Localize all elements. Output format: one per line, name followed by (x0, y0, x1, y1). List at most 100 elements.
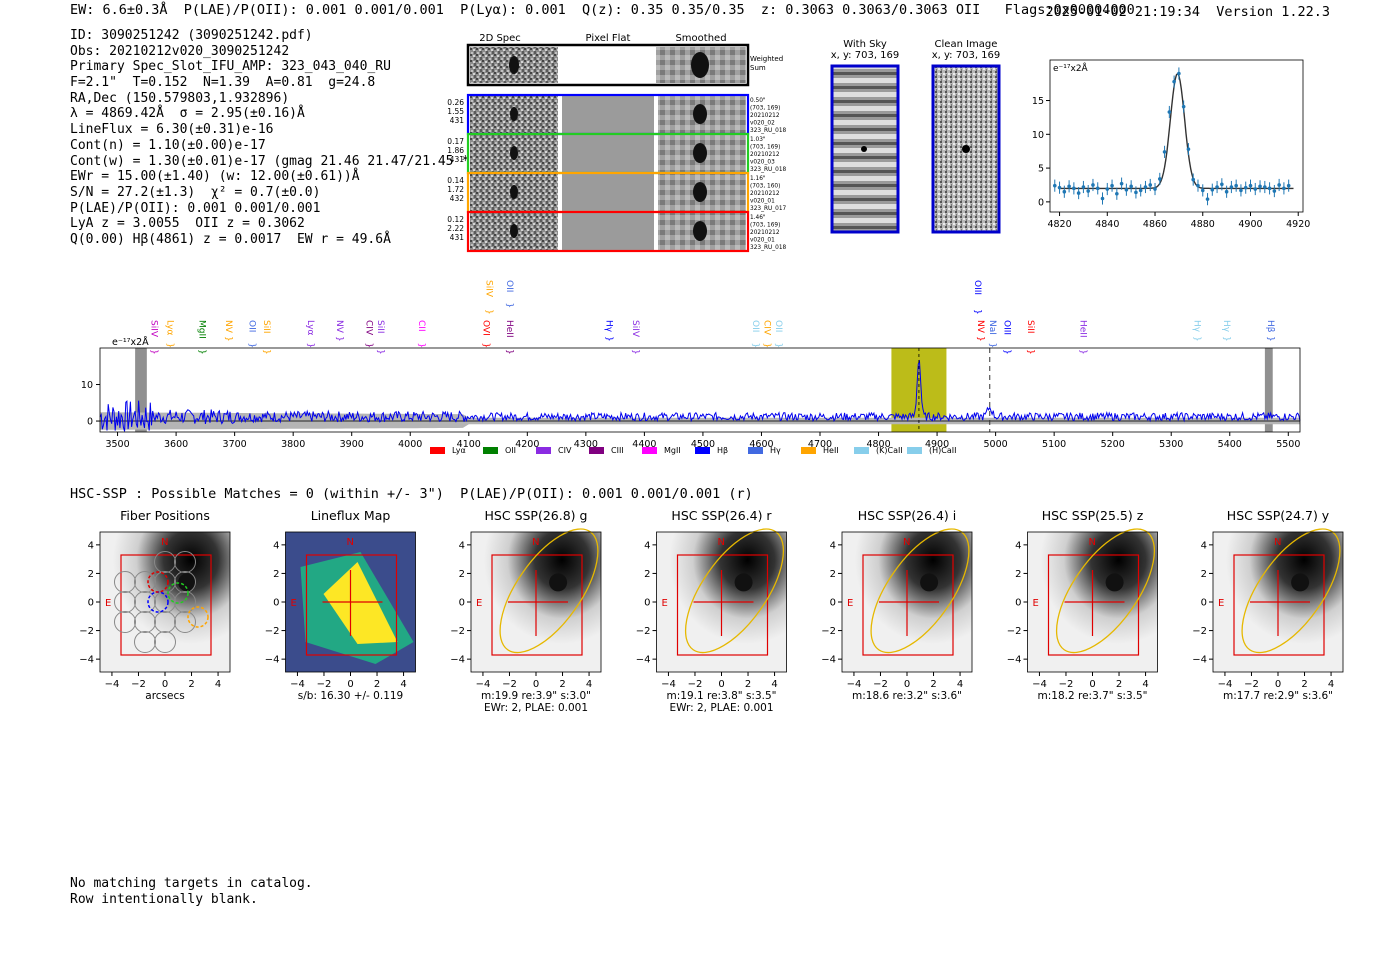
fit-xtick-label: 4820 (1047, 219, 1071, 230)
legend-label: (H)CaII (929, 446, 956, 455)
cutout-row-stat: 0.14 (447, 176, 464, 185)
info-line: Q(0.00) Hβ(4861) z = 0.0017 EW r = 49.6Å (70, 231, 391, 247)
clean-image-title: Clean Image (935, 39, 998, 50)
spectrum-line-id: NV (975, 320, 985, 334)
cutout-source (510, 146, 518, 160)
spectrum-line-id: SiII (1025, 320, 1035, 334)
spectrum-line-bracket: } (972, 309, 982, 315)
cutout-row-frame (466, 210, 750, 253)
hsc-ytick-label: 0 (459, 598, 465, 609)
fit-data-point (1239, 188, 1243, 193)
hsc-ytick-label: −2 (636, 626, 651, 637)
fit-data-point (1243, 185, 1248, 190)
fit-data-point (1148, 183, 1153, 187)
spectrum-line-bracket: } (630, 349, 640, 355)
spectrum-xtick-label: 3600 (164, 439, 188, 450)
spectrum-line-id: OIII (1001, 320, 1011, 335)
hsc-ytick-label: 0 (1015, 598, 1021, 609)
spectrum-line-id: OVI (480, 320, 490, 336)
fit-data-point (1138, 188, 1143, 193)
spectrum-line-id: OII (246, 320, 256, 332)
spectrum-line-bracket: } (603, 336, 613, 342)
weighted-sum-row: Weighted Sum (466, 43, 783, 87)
spectrum-xtick-label: 4300 (574, 439, 598, 450)
cutout-row-meta: (703, 169) (750, 106, 780, 112)
cutout-row-meta: 20210212 (750, 191, 780, 197)
weighted-sum-label: Sum (750, 64, 766, 72)
spectrum-xtick-label: 5500 (1276, 439, 1300, 450)
hsc-ytick-label: 4 (1015, 540, 1021, 551)
legend-label: Hβ (717, 446, 728, 455)
cutout-row-meta: 20210212 (750, 230, 780, 236)
hsc-ytick-label: −2 (1192, 626, 1207, 637)
legend-swatch (801, 447, 816, 454)
hsc-ytick-label: −2 (1007, 626, 1022, 637)
info-line: ID: 3090251242 (3090251242.pdf) (70, 28, 313, 43)
cutout-row-meta: 20210212 (750, 113, 780, 119)
hsc-xtick-label: −4 (847, 679, 862, 690)
hsc-image-source (549, 573, 568, 592)
fit-data-point (1234, 183, 1238, 188)
spectrum-line-id: NV (334, 320, 344, 334)
hsc-north-label: N (718, 537, 725, 548)
hsc-image-source (1105, 573, 1124, 592)
fiber-circle (174, 591, 196, 613)
cutout-row-stat: 1.86 (447, 146, 464, 155)
spectrum-ytick-label: 0 (87, 417, 93, 428)
fit-data-point (1172, 79, 1176, 84)
hsc-xtick-label: 0 (347, 679, 353, 690)
detection-info: ID: 3090251242 (3090251242.pdf) Obs: 202… (70, 28, 477, 248)
fit-data-point (1220, 182, 1224, 187)
fit-xtick-label: 4880 (1191, 219, 1215, 230)
info-line: Obs: 20210212v020_3090251242 (70, 43, 290, 59)
hsc-image-source (178, 573, 197, 592)
hsc-xtick-label: −2 (317, 679, 332, 690)
fit-unit-label: e⁻¹⁷x2Å (1053, 62, 1089, 74)
weighted-sum-label: Weighted (750, 55, 783, 63)
spectrum-chart: e⁻¹⁷x2Å 3500 3600 3700 3800 3900 4000 4100 4200 4… (81, 280, 1301, 455)
hsc-east-label: E (847, 598, 853, 609)
fit-data-point (1167, 110, 1172, 114)
hsc-image-source (920, 573, 939, 592)
hsc-panels: Fiber Positions N E −4 −4 −2 −2 0 0 2 2 4 4 arcsecs Li… (79, 508, 1344, 714)
hsc-xtick-label: −4 (105, 679, 120, 690)
cutout-row-stat: 0.17 (447, 137, 464, 146)
legend-label: CIII (611, 446, 624, 455)
cutout-row-meta: 1.46" (750, 215, 766, 221)
hsc-ytick-label: −4 (1007, 655, 1022, 666)
hsc-panel-title: HSC SSP(24.7) y (1227, 508, 1330, 523)
hsc-ytick-label: 2 (273, 569, 279, 580)
hsc-ytick-label: −2 (450, 626, 465, 637)
legend-label: CIV (558, 446, 572, 455)
hsc-xtick-label: −2 (1059, 679, 1074, 690)
spectrum-line-bracket: } (416, 343, 426, 349)
spectrum-line-id: Hγ (603, 320, 613, 333)
legend-swatch (483, 447, 498, 454)
hsc-north-label: N (903, 537, 910, 548)
cutout-pixelflat (562, 135, 654, 172)
spectrum-line-id: CII (416, 320, 426, 332)
cutout-source (510, 107, 518, 121)
hsc-caption: s/b: 16.30 +/- 0.119 (298, 690, 403, 702)
fiber-circle (154, 571, 176, 593)
spectrum-xtick-label: 5100 (1042, 439, 1066, 450)
line-fit-chart: e⁻¹⁷x2Å 4820 4840 4860 4880 4900 4920 0 5 10 15 (1032, 59, 1310, 230)
footer-line: No matching targets in catalog. (70, 876, 313, 891)
info-line: LyA z = 3.0055 OII z = 0.3062 (70, 216, 305, 232)
spectrum-xtick-label: 4600 (749, 439, 773, 450)
hsc-panel-title: HSC SSP(26.8) g (485, 508, 588, 523)
fit-data-point (1162, 150, 1167, 154)
hsc-aperture-box (120, 554, 212, 656)
hsc-xtick-label: −2 (502, 679, 517, 690)
spectrum-line-bracket: } (773, 343, 783, 349)
hsc-caption: m:18.2 re:3.7" s:3.5" (1038, 690, 1148, 702)
fit-data-point (1124, 187, 1129, 192)
cutout-source (510, 224, 518, 238)
spectrum-line-bracket: } (334, 336, 344, 342)
fit-data-point (1186, 147, 1191, 151)
hsc-xtick-label: 2 (1301, 679, 1307, 690)
spectrum-line-bracket: } (197, 349, 207, 355)
hsc-xtick-label: 0 (1089, 679, 1095, 690)
